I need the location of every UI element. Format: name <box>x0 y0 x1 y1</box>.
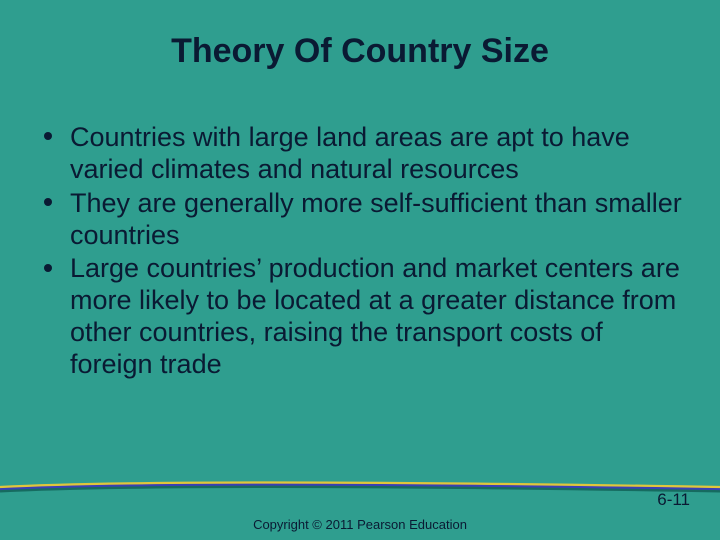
page-number: 6-11 <box>657 490 690 510</box>
slide: Theory Of Country Size Countries with la… <box>0 0 720 540</box>
copyright-text: Copyright © 2011 Pearson Education <box>0 517 720 532</box>
footer-divider <box>0 480 720 494</box>
bullet-icon <box>44 264 52 272</box>
bullet-icon <box>44 198 52 206</box>
bullet-text: They are generally more self-sufficient … <box>70 188 682 250</box>
bullet-text: Countries with large land areas are apt … <box>70 122 630 184</box>
slide-title: Theory Of Country Size <box>0 32 720 71</box>
bullet-list: Countries with large land areas are apt … <box>36 122 684 381</box>
list-item: Large countries’ production and market c… <box>36 253 684 380</box>
bullet-icon <box>44 132 52 140</box>
list-item: They are generally more self-sufficient … <box>36 188 684 252</box>
bullet-text: Large countries’ production and market c… <box>70 253 680 379</box>
slide-body: Countries with large land areas are apt … <box>36 122 684 383</box>
list-item: Countries with large land areas are apt … <box>36 122 684 186</box>
